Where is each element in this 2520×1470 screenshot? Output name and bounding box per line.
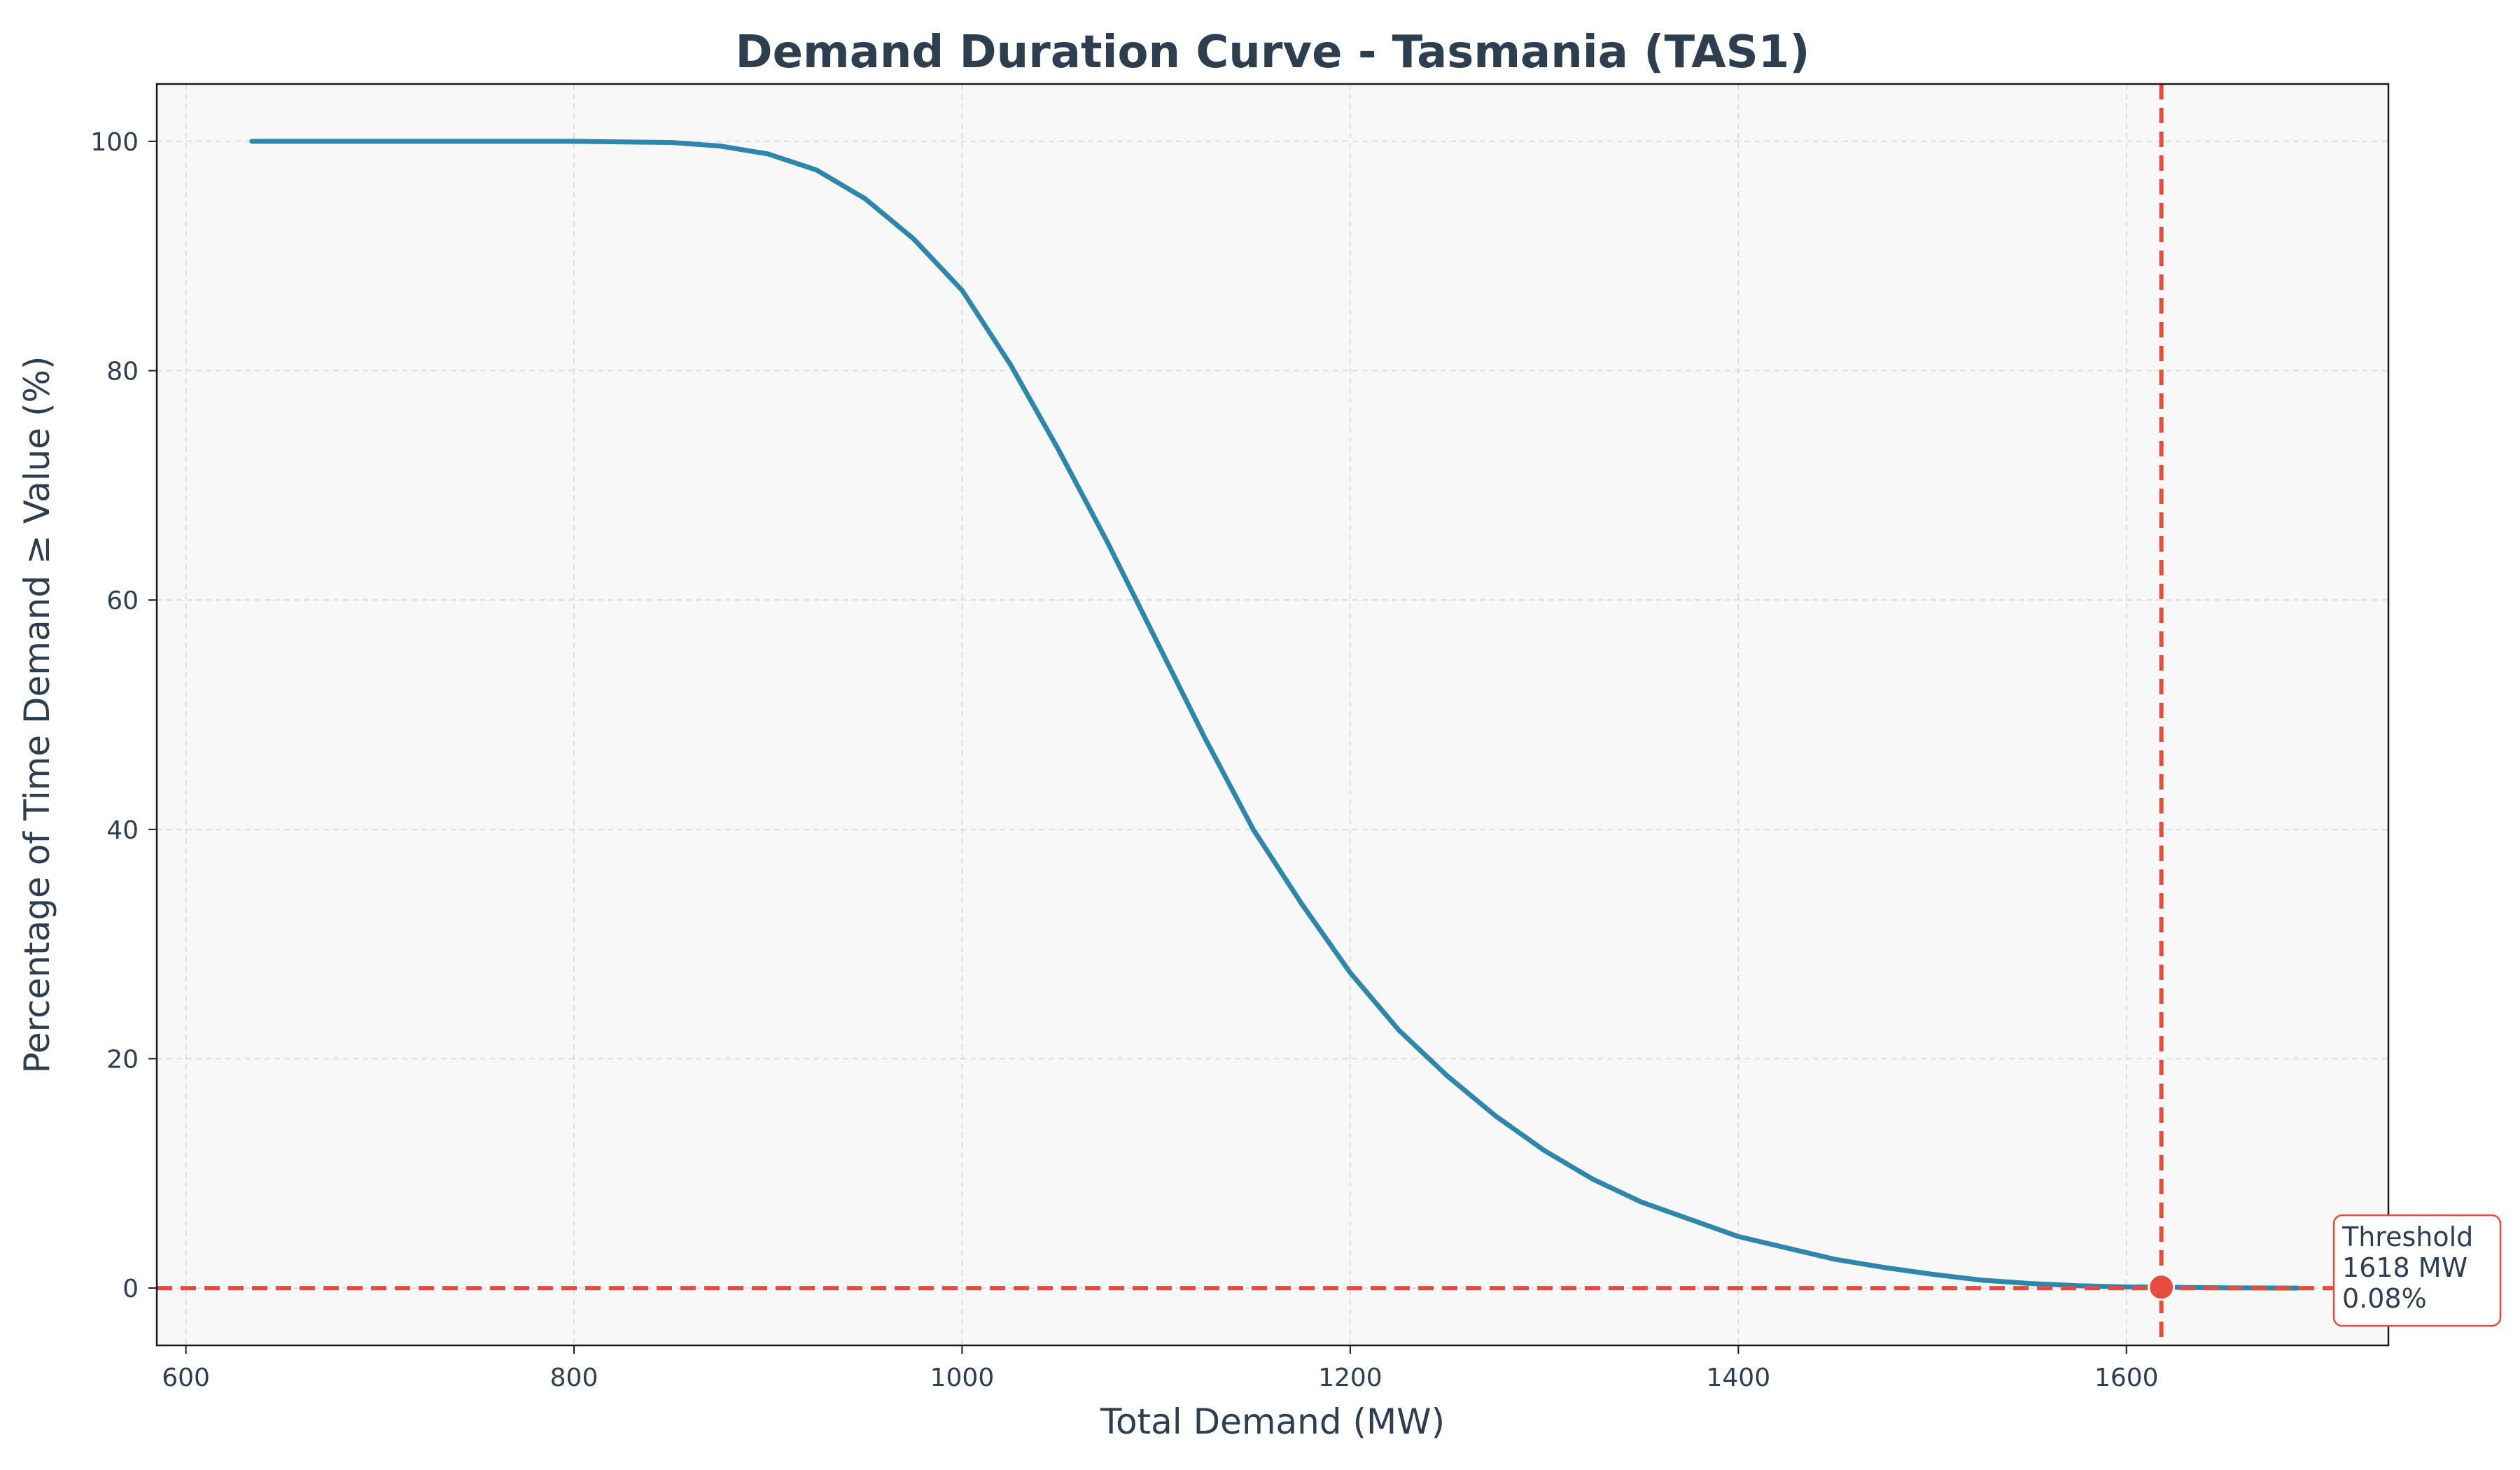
- plot-area: [157, 84, 2388, 1345]
- chart-title: Demand Duration Curve - Tasmania (TAS1): [735, 27, 1809, 78]
- threshold-annotation-percent: 0.08%: [2342, 1283, 2427, 1314]
- plot-frame: [155, 83, 2390, 1347]
- axis-ticks: 600 800 1000 1200 1400 1600 0 20 40 60 80 100: [90, 128, 2158, 1392]
- y-tick-label: 60: [106, 587, 139, 615]
- x-tick-label: 800: [550, 1364, 598, 1392]
- threshold-annotation: Threshold 1618 MW 0.08%: [2332, 1214, 2502, 1327]
- y-tick-label: 80: [106, 358, 139, 386]
- series-line: [249, 139, 2300, 1291]
- threshold-annotation-box: [2332, 1214, 2502, 1327]
- y-tick-label: 40: [106, 816, 139, 845]
- threshold-annotation-label: Threshold: [2342, 1222, 2473, 1252]
- threshold-layer: [157, 84, 2388, 1345]
- x-tick-label: 600: [162, 1364, 210, 1392]
- x-tick-label: 1600: [2094, 1364, 2159, 1392]
- threshold-annotation-value: 1618 MW: [2342, 1252, 2468, 1283]
- x-tick-label: 1000: [930, 1364, 995, 1392]
- x-tick-label: 1400: [1707, 1364, 1771, 1392]
- series-layer: [249, 139, 2300, 1291]
- y-axis-label: Percentage of Time Demand ≥ Value (%): [17, 356, 57, 1074]
- y-tick-label: 100: [90, 128, 139, 157]
- x-tick-label: 1200: [1318, 1364, 1382, 1392]
- y-tick-label: 20: [106, 1045, 139, 1074]
- x-axis-label: Total Demand (MW): [1100, 1401, 1445, 1442]
- y-tick-label: 0: [122, 1275, 139, 1303]
- threshold-marker: [2148, 1273, 2176, 1301]
